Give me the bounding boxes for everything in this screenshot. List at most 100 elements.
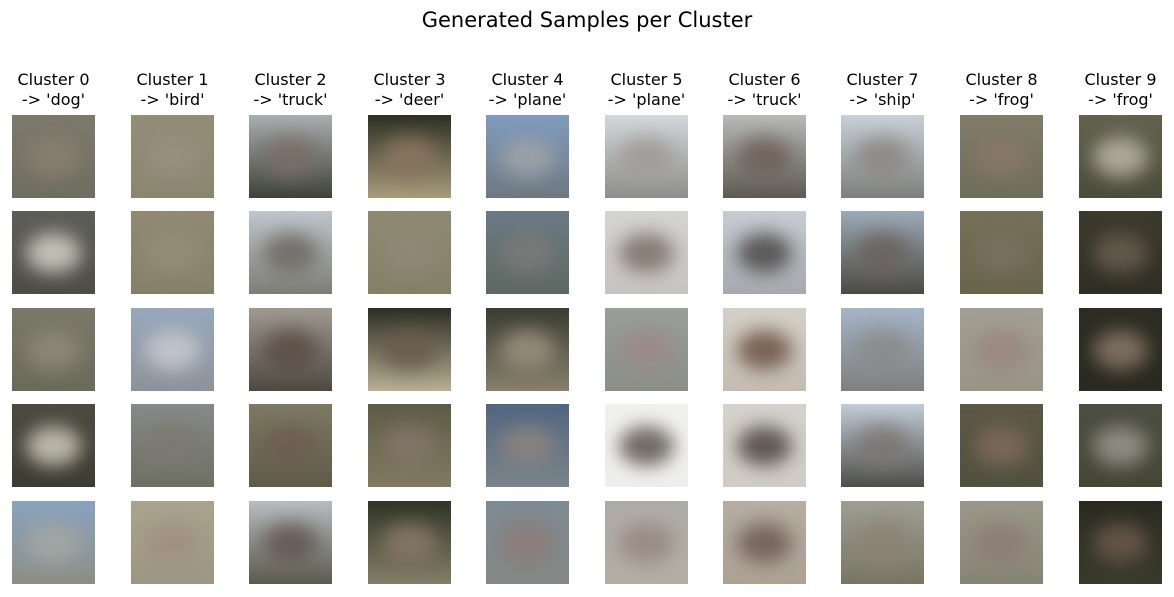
sample-blur (1093, 426, 1148, 466)
sample-image (249, 404, 332, 487)
sample-image (605, 404, 688, 487)
sample-blur (26, 233, 81, 273)
cluster-prediction: -> 'bird' (140, 90, 205, 109)
cluster-prediction: -> 'truck' (253, 90, 328, 109)
sample-image (249, 501, 332, 584)
sample-image (1079, 501, 1162, 584)
sample-blur (26, 330, 81, 370)
sample-image (723, 501, 806, 584)
sample-blur (974, 233, 1029, 273)
sample-blur (737, 523, 792, 563)
sample-image (486, 115, 569, 198)
sample-image (723, 115, 806, 198)
sample-image (841, 308, 924, 391)
sample-image (605, 308, 688, 391)
sample-blur (145, 426, 200, 466)
sample-blur (737, 137, 792, 177)
cluster-prediction: -> 'plane' (488, 90, 567, 109)
cluster-prediction: -> 'plane' (607, 90, 686, 109)
figure-title: Generated Samples per Cluster (421, 8, 753, 32)
cluster-label: Cluster 2 (254, 70, 327, 89)
sample-blur (619, 233, 674, 273)
sample-blur (619, 523, 674, 563)
sample-image (368, 501, 451, 584)
sample-blur (1093, 137, 1148, 177)
sample-blur (974, 426, 1029, 466)
cluster-label: Cluster 9 (1084, 70, 1157, 89)
sample-image (131, 501, 214, 584)
sample-blur (26, 426, 81, 466)
sample-blur (26, 523, 81, 563)
sample-blur (855, 137, 910, 177)
sample-blur (855, 426, 910, 466)
sample-blur (145, 233, 200, 273)
sample-blur (974, 523, 1029, 563)
sample-image (1079, 115, 1162, 198)
cluster-prediction: -> 'frog' (969, 90, 1034, 109)
cluster-prediction: -> 'dog' (21, 90, 86, 109)
sample-image (841, 404, 924, 487)
sample-image (605, 501, 688, 584)
sample-blur (500, 426, 555, 466)
sample-image (960, 115, 1043, 198)
sample-blur (263, 523, 318, 563)
sample-image (960, 404, 1043, 487)
sample-blur (263, 137, 318, 177)
sample-blur (145, 523, 200, 563)
cluster-prediction: -> 'truck' (727, 90, 802, 109)
sample-image (486, 211, 569, 294)
sample-image (368, 404, 451, 487)
cluster-label: Cluster 1 (136, 70, 209, 89)
sample-blur (974, 330, 1029, 370)
sample-image (723, 211, 806, 294)
sample-image (486, 308, 569, 391)
sample-blur (619, 137, 674, 177)
sample-image (960, 308, 1043, 391)
sample-image (12, 404, 95, 487)
sample-image (486, 404, 569, 487)
sample-blur (382, 523, 437, 563)
sample-blur (263, 330, 318, 370)
sample-image (1079, 211, 1162, 294)
sample-image (605, 211, 688, 294)
sample-image (12, 211, 95, 294)
sample-image (841, 211, 924, 294)
sample-image (368, 308, 451, 391)
sample-blur (500, 330, 555, 370)
sample-image (131, 115, 214, 198)
cluster-label: Cluster 8 (965, 70, 1038, 89)
sample-image (723, 308, 806, 391)
sample-blur (263, 233, 318, 273)
cluster-label: Cluster 7 (846, 70, 919, 89)
cluster-prediction: -> 'ship' (849, 90, 916, 109)
sample-image (1079, 308, 1162, 391)
sample-blur (500, 137, 555, 177)
sample-image (841, 501, 924, 584)
sample-blur (145, 330, 200, 370)
sample-blur (974, 137, 1029, 177)
sample-image (368, 211, 451, 294)
sample-blur (619, 330, 674, 370)
sample-blur (382, 137, 437, 177)
sample-blur (263, 426, 318, 466)
sample-image (960, 211, 1043, 294)
sample-image (841, 115, 924, 198)
sample-image (605, 115, 688, 198)
sample-image (12, 308, 95, 391)
sample-blur (855, 330, 910, 370)
sample-image (249, 211, 332, 294)
cluster-label: Cluster 0 (17, 70, 90, 89)
cluster-label: Cluster 3 (373, 70, 446, 89)
sample-blur (855, 233, 910, 273)
sample-blur (1093, 330, 1148, 370)
sample-blur (737, 426, 792, 466)
sample-blur (382, 330, 437, 370)
sample-image (368, 115, 451, 198)
sample-image (249, 308, 332, 391)
cluster-prediction: -> 'deer' (374, 90, 445, 109)
sample-image (131, 404, 214, 487)
sample-blur (382, 233, 437, 273)
sample-blur (500, 523, 555, 563)
sample-blur (619, 426, 674, 466)
sample-blur (500, 233, 555, 273)
